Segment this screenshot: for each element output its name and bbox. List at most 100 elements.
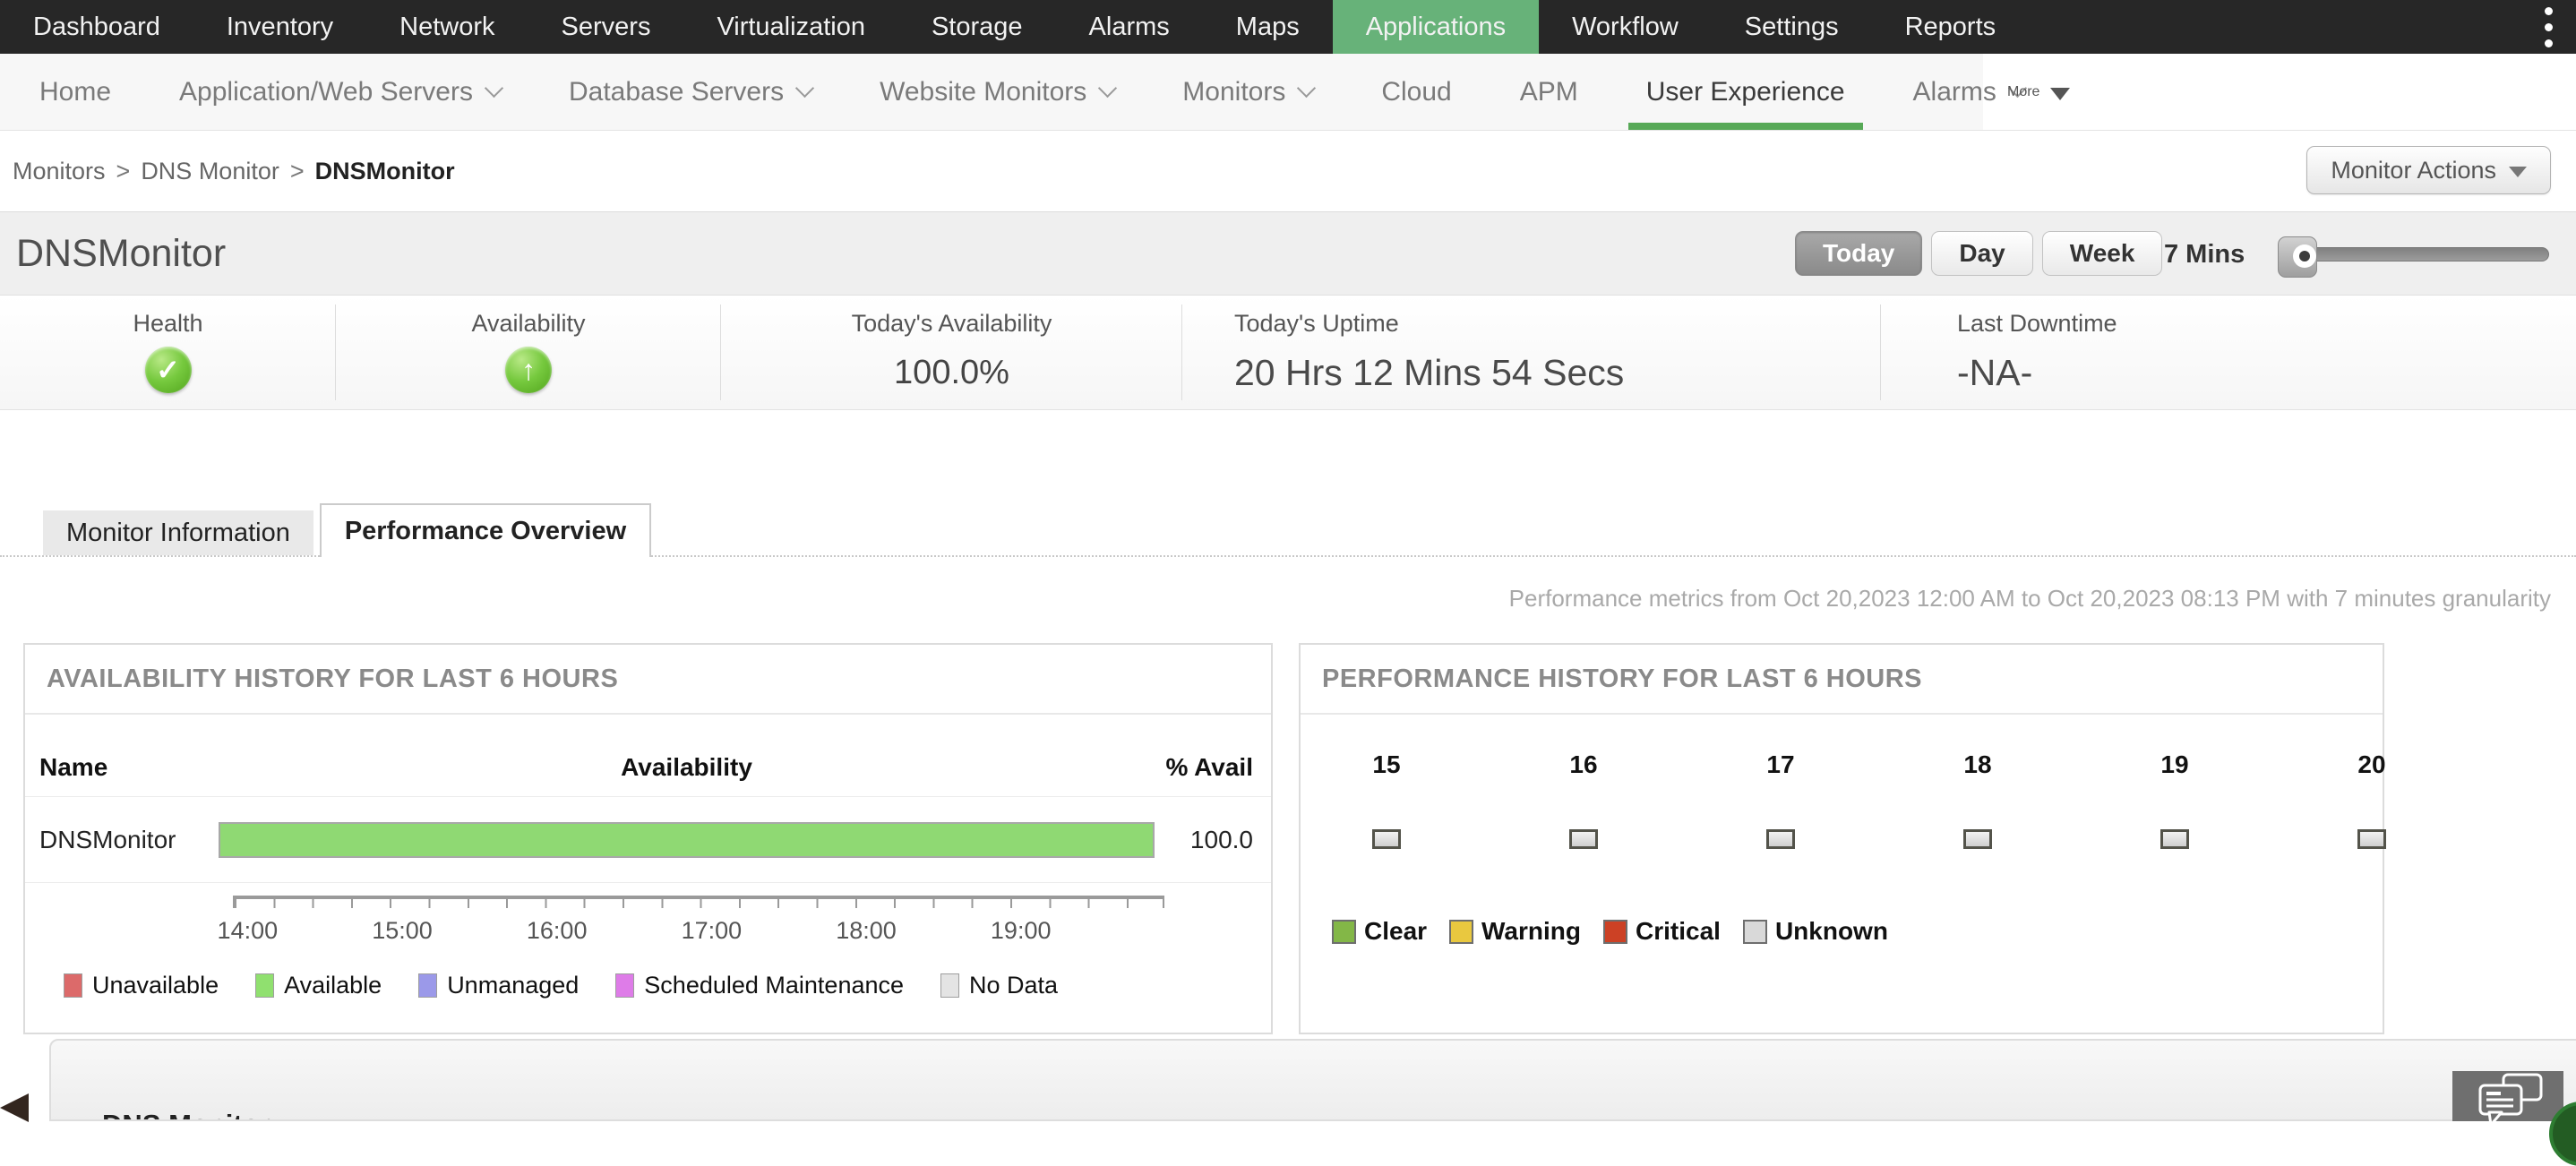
range-button[interactable]: Week: [2041, 231, 2163, 276]
granularity-label: 7 Mins: [2164, 239, 2245, 269]
availability-panel-title: AVAILABILITY HISTORY FOR LAST 6 HOURS: [25, 645, 1271, 715]
legend-item: Unavailable: [64, 972, 219, 999]
top-nav-item[interactable]: Settings: [1744, 12, 1839, 41]
stat-last-downtime: Last Downtime -NA-: [1881, 296, 2576, 409]
sub-nav-item[interactable]: Database Servers: [569, 54, 815, 130]
top-nav-item[interactable]: Inventory: [226, 12, 334, 41]
range-button[interactable]: Day: [1931, 231, 2033, 276]
range-button[interactable]: Today: [1795, 231, 1923, 276]
stat-health: Health ✓: [0, 296, 336, 409]
top-nav-item[interactable]: Workflow: [1572, 12, 1679, 41]
breadcrumb-current: DNSMonitor: [314, 157, 455, 184]
legend-item: Warning: [1449, 917, 1581, 946]
breadcrumb-separator: >: [116, 157, 131, 184]
legend-swatch: [64, 973, 82, 998]
time-tick-label: 19:00: [990, 917, 1052, 944]
metrics-note: Performance metrics from Oct 20,2023 12:…: [1508, 585, 2551, 612]
breadcrumb-separator: >: [289, 157, 305, 184]
availability-table-header: Name Availability % Avail: [25, 715, 1271, 797]
time-tick-label: 14:00: [217, 917, 279, 944]
top-nav-item[interactable]: Reports: [1904, 12, 1996, 41]
chevron-down-icon: [1098, 78, 1118, 99]
hour-status-box[interactable]: [1963, 829, 1992, 849]
top-nav-item[interactable]: Maps: [1235, 12, 1300, 41]
legend-item: Scheduled Maintenance: [615, 972, 904, 999]
hour-labels: 15 16 17 18 19 20: [1288, 750, 2470, 779]
breadcrumb-monitors[interactable]: Monitors: [13, 157, 106, 184]
performance-history-panel: PERFORMANCE HISTORY FOR LAST 6 HOURS 15 …: [1299, 643, 2386, 1034]
legend-item: Critical: [1603, 917, 1721, 946]
title-band: DNSMonitor Today Day Week 7 Mins: [0, 211, 2576, 296]
hour-label: 19: [2160, 750, 2189, 778]
sub-nav-more[interactable]: More: [2007, 54, 2071, 130]
top-nav-item[interactable]: Storage: [931, 12, 1023, 41]
monitor-name: DNSMonitor: [39, 825, 176, 853]
breadcrumb: Monitors > DNS Monitor > DNSMonitor: [13, 131, 455, 211]
legend-item: Available: [255, 972, 382, 999]
page-title: DNSMonitor: [16, 231, 227, 275]
top-nav-item[interactable]: Dashboard: [33, 12, 160, 41]
sub-nav: Home Application/Web Servers Database Se…: [0, 54, 2576, 131]
legend-item: Unmanaged: [418, 972, 579, 999]
hour-status-box[interactable]: [2160, 829, 2189, 849]
sub-nav-item[interactable]: APM: [1519, 76, 1578, 107]
availability-bar: [219, 821, 1155, 858]
slider-handle[interactable]: [2278, 236, 2317, 278]
tab-performance-overview[interactable]: Performance Overview: [319, 503, 652, 557]
tabs-bar: Monitor Information Performance Overview: [0, 503, 2576, 557]
legend-swatch: [1603, 919, 1627, 944]
time-tick-label: 16:00: [526, 917, 588, 944]
top-nav-item[interactable]: Virtualization: [717, 12, 865, 41]
stats-row: Health ✓ Availability ↑ Today's Availabi…: [0, 296, 2576, 410]
sub-nav-item[interactable]: Home: [39, 76, 112, 107]
chevron-down-icon: [484, 78, 504, 99]
sub-nav-item[interactable]: Monitors: [1182, 54, 1317, 130]
time-tick-label: 18:00: [836, 917, 897, 944]
todays-availability-value: 100.0%: [894, 354, 1009, 391]
last-downtime-value: -NA-: [1957, 352, 2033, 393]
breadcrumb-dns-monitor[interactable]: DNS Monitor: [141, 157, 279, 184]
hour-status-box[interactable]: [1569, 829, 1598, 849]
stat-availability: Availability ↑: [336, 296, 721, 409]
sub-nav-item[interactable]: Application/Web Servers: [179, 54, 504, 130]
legend-swatch: [255, 973, 275, 998]
availability-bar-track: [219, 821, 1155, 858]
availability-percent: 100.0: [1189, 825, 1253, 853]
top-nav-item[interactable]: Network: [399, 12, 495, 41]
top-nav-item[interactable]: Applications: [1332, 0, 1540, 54]
time-axis: [233, 896, 1164, 908]
caret-down-icon: [2509, 167, 2527, 177]
hour-status-box[interactable]: [1766, 829, 1795, 849]
availability-up-icon: ↑: [505, 347, 552, 393]
feedback-chat-button[interactable]: [2452, 1071, 2563, 1127]
collapse-left-arrow[interactable]: [0, 1093, 29, 1122]
legend-item: No Data: [940, 972, 1058, 999]
sub-nav-item[interactable]: Website Monitors: [880, 54, 1118, 130]
granularity-slider[interactable]: [2278, 236, 2549, 278]
hour-status-box[interactable]: [1372, 829, 1401, 849]
breadcrumb-row: Monitors > DNS Monitor > DNSMonitor Moni…: [0, 131, 2576, 211]
hour-status-box[interactable]: [2357, 829, 2386, 849]
sub-nav-item[interactable]: User Experience: [1627, 54, 1863, 130]
sub-nav-item[interactable]: Alarms: [1913, 54, 2027, 130]
legend-item: Unknown: [1742, 917, 1888, 946]
chat-bubbles-icon: [2478, 1073, 2543, 1127]
availability-history-panel: AVAILABILITY HISTORY FOR LAST 6 HOURS Na…: [23, 643, 1273, 1034]
top-nav-item[interactable]: Alarms: [1088, 12, 1170, 41]
table-row: DNSMonitor 100.0: [25, 797, 1271, 883]
legend-swatch: [1449, 919, 1474, 944]
caret-down-icon: [2050, 87, 2071, 100]
legend-swatch: [1332, 919, 1356, 944]
top-nav-item[interactable]: Servers: [561, 12, 651, 41]
sub-nav-item[interactable]: Cloud: [1381, 76, 1452, 107]
tab-monitor-information[interactable]: Monitor Information: [43, 510, 313, 555]
legend-swatch: [615, 973, 635, 998]
stat-todays-uptime: Today's Uptime 20 Hrs 12 Mins 54 Secs: [1182, 296, 1881, 409]
dns-monitor-section: DNS Monitor: [49, 1039, 2576, 1121]
kebab-menu-icon[interactable]: [2521, 0, 2576, 54]
hour-label: 18: [1963, 750, 1992, 778]
sub-nav-strip: [0, 54, 1983, 130]
hour-status-boxes: [1288, 829, 2470, 849]
monitor-actions-button[interactable]: Monitor Actions: [2306, 146, 2551, 194]
